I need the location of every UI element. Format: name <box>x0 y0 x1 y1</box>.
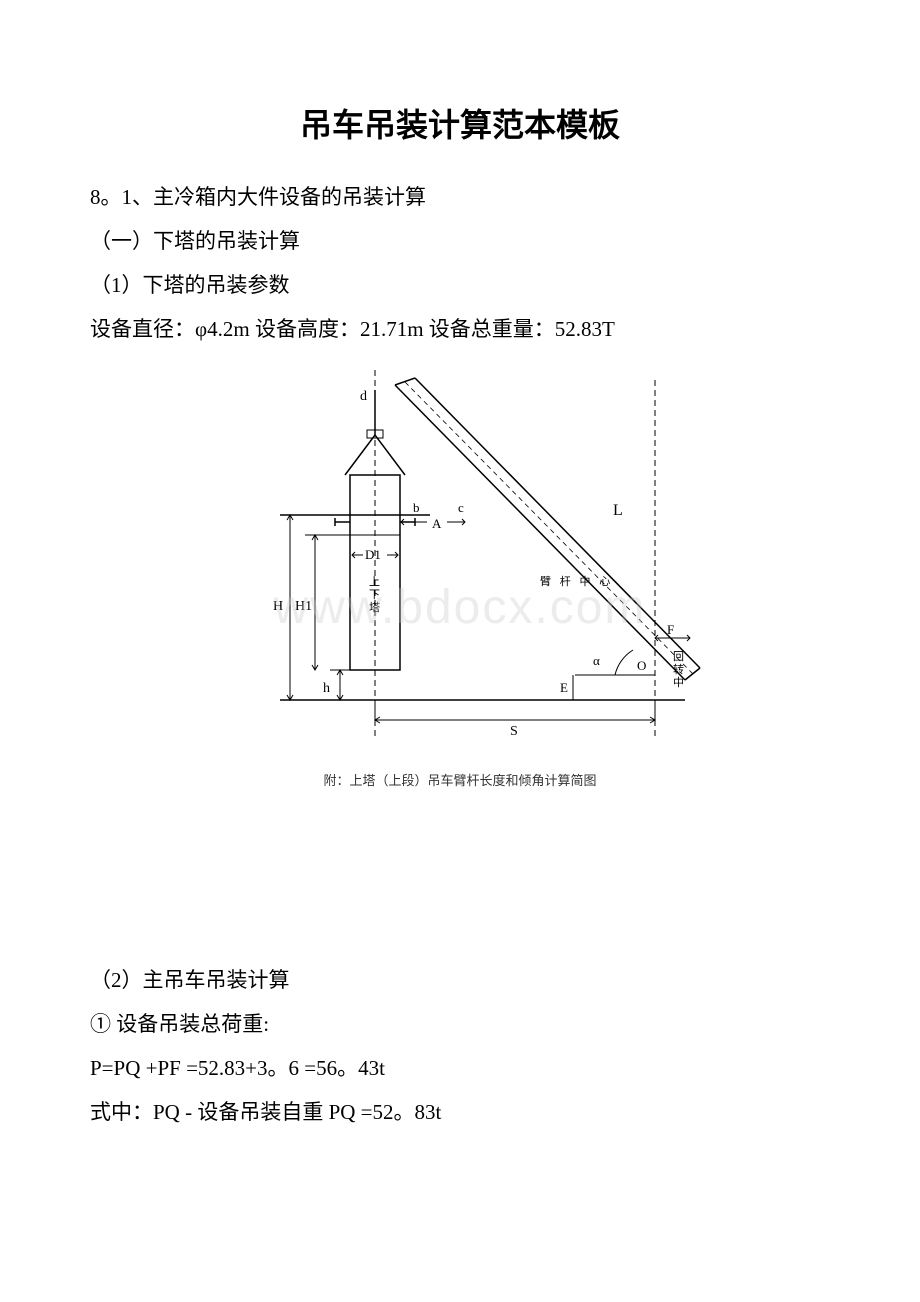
label-s: S <box>510 724 518 739</box>
diagram-caption: 附：上塔（上段）吊车臂杆长度和倾角计算简图 <box>90 770 830 789</box>
label-rot-3: 中 <box>673 676 684 689</box>
section-1-2: （2）主吊车吊装计算 <box>90 959 830 1001</box>
label-tower-2: 下 <box>369 589 380 601</box>
calc-line-2: P=PQ +PF =52.83+3。6 =56。43t <box>90 1047 830 1089</box>
equipment-params: 设备直径：φ4.2m 设备高度：21.71m 设备总重量：52.83T <box>90 308 830 350</box>
section-1-heading: （一）下塔的吊装计算 <box>90 220 830 262</box>
calc-line-3: 式中：PQ - 设备吊装自重 PQ =52。83t <box>90 1091 830 1133</box>
label-b: b <box>413 500 420 515</box>
label-c: c <box>458 500 464 515</box>
label-a-cap: A <box>432 516 442 531</box>
crane-svg: D1 上 下 塔 H H1 h <box>195 360 725 760</box>
page-title: 吊车吊装计算范本模板 <box>90 100 830 146</box>
label-d: d <box>360 389 367 404</box>
label-f: F <box>667 622 674 637</box>
label-tower-1: 上 <box>369 575 380 588</box>
label-h-low: h <box>323 681 330 696</box>
label-h-cap: H <box>273 599 283 614</box>
label-d1: D1 <box>365 547 381 562</box>
section-8-1: 8。1、主冷箱内大件设备的吊装计算 <box>90 176 830 218</box>
label-alpha: α <box>593 653 600 668</box>
calc-line-1: ① 设备吊装总荷重: <box>90 1003 830 1045</box>
crane-diagram: D1 上 下 塔 H H1 h <box>90 360 830 760</box>
label-e: E <box>560 680 568 695</box>
label-l: L <box>613 502 623 519</box>
label-tower-3: 塔 <box>369 601 380 614</box>
label-rot-1: 回 <box>673 650 684 663</box>
label-rot-2: 转 <box>673 662 684 676</box>
section-1-1: （1）下塔的吊装参数 <box>90 264 830 306</box>
label-o: O <box>637 658 646 673</box>
label-boom-center: 臂 杆 中 心 <box>540 574 613 588</box>
label-h1: H1 <box>295 599 312 614</box>
